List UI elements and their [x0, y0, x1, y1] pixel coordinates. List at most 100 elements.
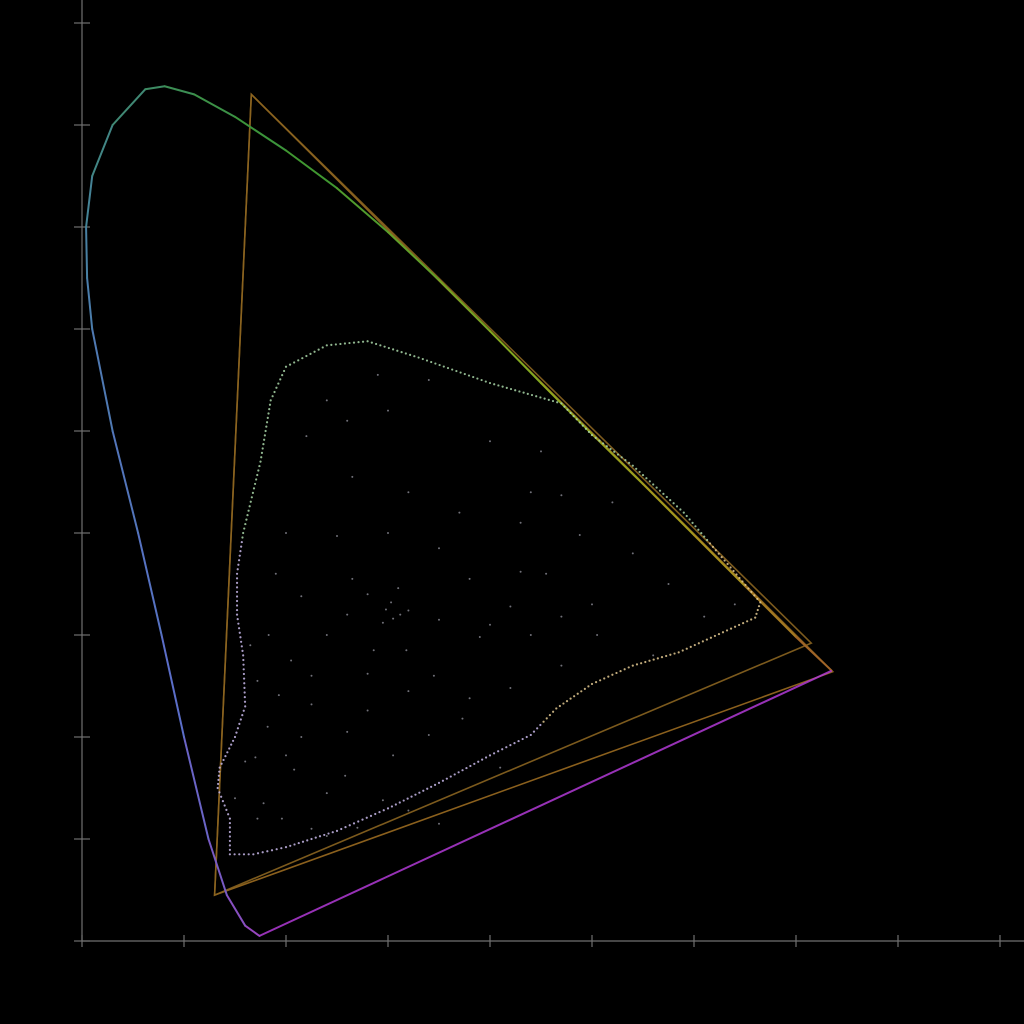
boundary-dot — [693, 643, 696, 647]
boundary-dot — [615, 671, 618, 675]
boundary-dot — [430, 360, 433, 364]
boundary-dot — [352, 822, 356, 825]
boundary-dot — [501, 748, 504, 751]
boundary-dot — [382, 809, 385, 812]
boundary-dot — [645, 477, 648, 480]
boundary-dot — [484, 756, 488, 759]
boundary-dot — [243, 700, 247, 703]
boundary-dot — [453, 773, 456, 776]
boundary-dot — [352, 341, 356, 344]
boundary-dot — [237, 627, 241, 630]
boundary-dot — [737, 623, 741, 627]
boundary-dot — [434, 362, 437, 365]
boundary-dot — [242, 531, 245, 535]
boundary-dot — [301, 357, 304, 360]
boundary-dot — [529, 733, 532, 737]
boundary-dot — [477, 760, 480, 763]
spectral-locus-segment — [207, 838, 228, 897]
boundary-dot — [685, 647, 688, 650]
boundary-dot — [635, 467, 638, 470]
sample-point — [489, 440, 491, 443]
boundary-dot — [441, 779, 445, 782]
boundary-dot — [227, 813, 230, 816]
spectral-locus-segment — [438, 279, 491, 333]
boundary-dot — [746, 620, 749, 623]
boundary-dot — [406, 797, 409, 800]
boundary-dot — [501, 385, 504, 388]
boundary-dot — [433, 783, 437, 786]
boundary-dot — [717, 632, 721, 636]
boundary-dot — [560, 402, 563, 405]
boundary-dot — [594, 436, 597, 439]
boundary-dot — [334, 343, 337, 346]
boundary-dot — [525, 735, 528, 739]
sample-point — [438, 618, 440, 621]
boundary-dot — [738, 576, 741, 580]
boundary-dot — [590, 682, 594, 686]
spectral-locus-segment — [285, 149, 338, 190]
boundary-dot — [497, 750, 500, 753]
spectral-locus-segment — [137, 532, 163, 636]
boundary-dot — [335, 829, 339, 832]
boundary-dot — [584, 427, 587, 430]
boundary-dot — [648, 480, 651, 483]
boundary-dot — [218, 770, 221, 773]
boundary-dot — [266, 850, 269, 853]
boundary-dot — [250, 496, 253, 499]
boundary-dot — [256, 852, 260, 855]
boundary-dot — [750, 590, 753, 594]
sample-point — [249, 644, 252, 647]
boundary-dot — [242, 672, 246, 676]
sample-point — [560, 494, 563, 497]
boundary-dot — [421, 357, 424, 361]
boundary-dot — [469, 764, 472, 768]
boundary-dot — [233, 735, 237, 739]
boundary-dot — [547, 398, 550, 401]
boundary-dot — [237, 563, 240, 566]
boundary-dot — [656, 657, 659, 660]
sample-point — [376, 373, 379, 376]
boundary-dot — [309, 352, 312, 355]
boundary-dot — [386, 807, 390, 810]
spectral-locus-segment — [489, 330, 542, 385]
sample-point — [390, 601, 393, 604]
boundary-dot — [241, 714, 244, 717]
boundary-dot — [270, 849, 274, 852]
boundary-dot — [705, 638, 708, 641]
sample-point — [285, 754, 287, 757]
boundary-dot — [658, 489, 662, 492]
boundary-dot — [361, 818, 364, 821]
boundary-dot — [505, 746, 508, 749]
boundary-dot — [263, 434, 266, 437]
boundary-dot — [230, 743, 233, 746]
sample-point — [540, 450, 542, 453]
sample-point — [392, 754, 395, 757]
boundary-dot — [756, 608, 759, 612]
boundary-dot — [755, 612, 758, 615]
boundary-dot — [247, 509, 250, 512]
sample-point — [344, 774, 347, 777]
boundary-dot — [563, 405, 566, 408]
boundary-dot — [558, 704, 561, 708]
spectral-locus-segment — [163, 85, 196, 96]
sample-point — [560, 664, 563, 667]
boundary-dot — [417, 356, 420, 359]
boundary-dot — [239, 550, 242, 553]
sample-point — [407, 809, 410, 812]
boundary-dot — [750, 618, 753, 621]
sample-point — [529, 491, 532, 494]
sample-point — [356, 826, 359, 829]
boundary-dot — [562, 702, 565, 705]
boundary-dot — [665, 495, 668, 499]
boundary-dot — [465, 766, 468, 770]
boundary-dot — [343, 342, 347, 345]
sample-point — [652, 654, 655, 657]
boundary-dot — [228, 821, 231, 825]
boundary-dot — [321, 346, 324, 349]
boundary-dot — [542, 720, 545, 723]
boundary-dot — [242, 658, 245, 662]
sample-point — [300, 736, 303, 738]
sample-point — [499, 766, 502, 769]
boundary-dot — [261, 447, 264, 450]
boundary-dot — [281, 374, 284, 377]
